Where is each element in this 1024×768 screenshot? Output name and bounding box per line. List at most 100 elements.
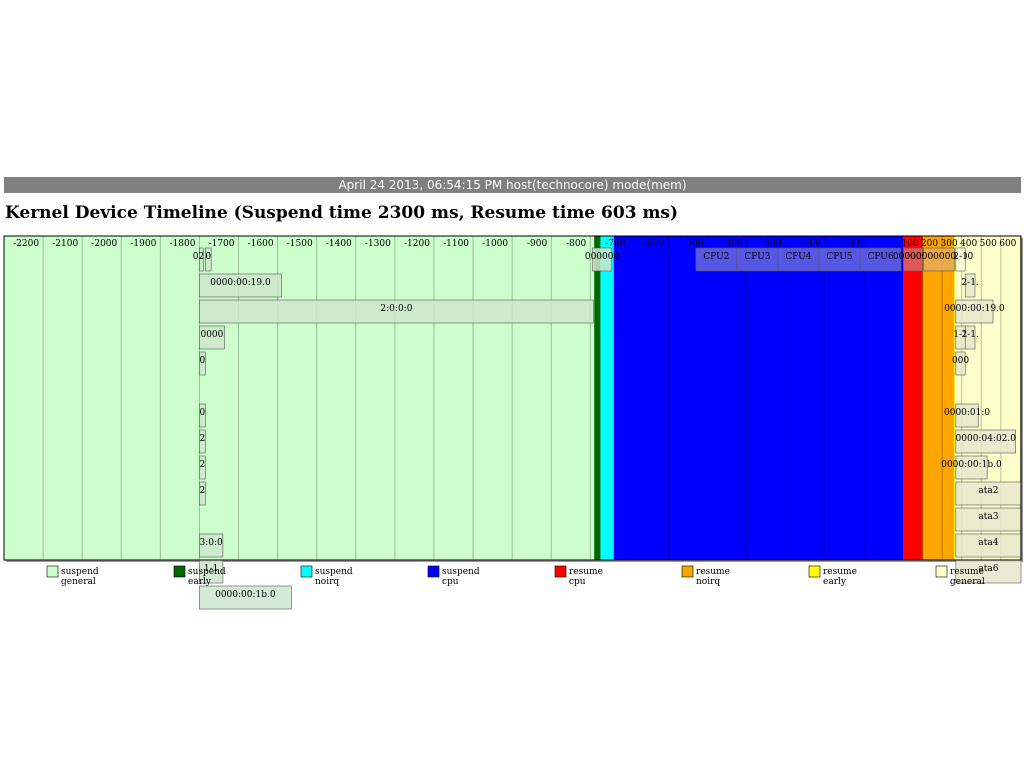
device-label: 0000:00:1b.0 (941, 460, 1002, 470)
device-bar (591, 247, 613, 272)
device-label: 2:0:0:0 (380, 304, 412, 314)
tick-label: -1800 (169, 239, 195, 249)
device-label: 2 (199, 486, 205, 496)
device-bar (923, 247, 955, 272)
phase-suspend-early (594, 236, 601, 560)
device-timeline: 02200000:00:19.02:0:0:00000002223:0:01-1… (3, 235, 1023, 610)
device-label: ata2 (978, 486, 998, 496)
tick-label: -1300 (365, 239, 391, 249)
device-bar (199, 455, 206, 480)
device-bar (204, 247, 212, 272)
device-bar (199, 325, 225, 350)
device-label: CPU3 (744, 252, 770, 262)
tick-label: 600 (999, 239, 1016, 249)
tick-label: -1900 (130, 239, 156, 249)
device-label: 0000 (200, 330, 223, 340)
legend-label: suspend early (188, 567, 226, 587)
device-label: 0000:00:19.0 (210, 278, 271, 288)
tick-label: -500 (683, 239, 703, 249)
device-bar (964, 325, 976, 350)
tick-label: -2100 (52, 239, 78, 249)
device-bar (955, 299, 994, 324)
device-label: 0000000 (893, 252, 933, 262)
tick-label: 300 (941, 239, 958, 249)
tick-label: -1200 (404, 239, 430, 249)
tick-label: 100 (901, 239, 918, 249)
device-label: 3:0:0 (200, 538, 224, 548)
legend-label: suspend general (61, 567, 99, 587)
tick-label: -1700 (209, 239, 235, 249)
tick-label: -800 (566, 239, 586, 249)
tick-label: 200 (921, 239, 938, 249)
legend-swatch (935, 565, 948, 578)
legend-label: suspend noirq (315, 567, 353, 587)
device-bar (199, 247, 204, 272)
device-bar (955, 455, 988, 480)
device-bar (955, 429, 1017, 454)
device-bar (199, 299, 594, 324)
tick-label: -1400 (326, 239, 352, 249)
legend-swatch (554, 565, 567, 578)
device-label: 0 (205, 252, 211, 262)
device-bar (903, 247, 923, 272)
device-label: 022 (193, 252, 210, 262)
tick-label: -600 (644, 239, 664, 249)
legend-swatch (300, 565, 313, 578)
tick-label: 500 (980, 239, 997, 249)
phase-resume-early (954, 236, 956, 560)
device-label: 0000:01:0 (944, 408, 990, 418)
device-label: 1-1 (204, 564, 219, 574)
device-label: 2 (199, 434, 205, 444)
device-label: 2 (199, 460, 205, 470)
legend-swatch (808, 565, 821, 578)
tick-label: -2000 (91, 239, 117, 249)
device-label: 000 (952, 356, 969, 366)
chart-title: Kernel Device Timeline (Suspend time 230… (5, 203, 679, 223)
device-label: CPU5 (826, 252, 852, 262)
legend-swatch (46, 565, 59, 578)
legend-label: suspend cpu (442, 567, 480, 587)
tick-label: -1100 (443, 239, 469, 249)
device-bar (199, 481, 206, 506)
device-bar (199, 351, 206, 376)
tick-label: 400 (960, 239, 977, 249)
phase-suspend-cpu (613, 236, 903, 560)
device-bar (859, 247, 902, 272)
tick-label: -400 (722, 239, 742, 249)
device-label: 0 (199, 408, 205, 418)
tick-label: -1600 (248, 239, 274, 249)
header-bar: April 24 2013, 06:54:15 PM host(technoco… (4, 177, 1021, 193)
tick-label: -200 (801, 239, 821, 249)
device-label: ata6 (978, 564, 998, 574)
phase-suspend-general (4, 236, 595, 560)
legend-swatch (427, 565, 440, 578)
device-label: 0 (199, 356, 205, 366)
device-bar (964, 273, 976, 298)
tick-label: -1000 (482, 239, 508, 249)
phase-suspend-noirq (600, 236, 614, 560)
device-label: 0000:00:19.0 (944, 304, 1005, 314)
device-bar (955, 351, 966, 376)
device-label: 000000 (585, 252, 620, 262)
legend-label: resume early (823, 567, 857, 587)
device-label: CPU4 (785, 252, 811, 262)
legend-swatch (681, 565, 694, 578)
tick-label: -1500 (287, 239, 313, 249)
tick-label: -300 (762, 239, 782, 249)
device-label: 2-1. (961, 278, 978, 288)
device-label: CPU6 (867, 252, 893, 262)
device-label: 2-1 (953, 252, 968, 262)
phase-resume-noirq (922, 236, 955, 560)
device-label: 1-1 (953, 330, 968, 340)
device-bar (199, 403, 206, 428)
device-label: CPU2 (703, 252, 729, 262)
tick-label: -700 (605, 239, 625, 249)
legend-label: resume cpu (569, 567, 603, 587)
tick-label: -100 (840, 239, 860, 249)
tick-label: -900 (527, 239, 547, 249)
legend-label: resume general (950, 567, 985, 587)
header-text: April 24 2013, 06:54:15 PM host(technoco… (338, 178, 687, 192)
tick-label: -2200 (13, 239, 39, 249)
device-bar (199, 429, 206, 454)
phase-resume-cpu (903, 236, 923, 560)
